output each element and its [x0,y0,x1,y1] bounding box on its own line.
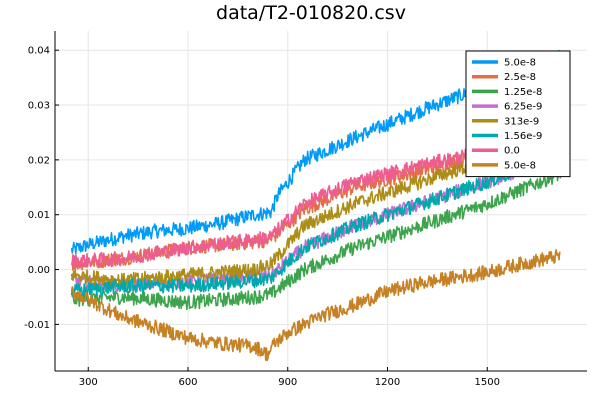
series-line [70,148,562,297]
x-tick-label: 900 [278,377,297,388]
x-tick-label: 1200 [375,377,400,388]
y-tick-label: 0.01 [28,210,50,221]
legend-label: 1.25e-8 [504,87,542,98]
chart-title: data/T2-010820.csv [216,2,406,24]
legend-label: 2.5e-8 [504,72,536,83]
series-line [71,167,562,311]
legend-label: 313e-9 [504,116,539,127]
x-tick-label: 300 [79,377,98,388]
legend-label: 0.0 [504,146,520,157]
legend-label: 6.25e-9 [504,102,542,113]
axes: 300 600 900 1200 1500 -0.01 0.00 0.01 0.02 0.03 0.… [24,31,587,388]
y-tick-label: 0.00 [28,265,50,276]
x-tick-label: 600 [178,377,197,388]
legend-label: 5.0e-8 [504,160,536,171]
legend-box [465,50,571,178]
legend: 5.0e-8 2.5e-8 1.25e-8 6.25e-9 313e-9 1.56e-9 0… [465,50,571,178]
legend-label: 1.56e-9 [504,131,542,142]
y-tick-label: 0.02 [28,155,50,166]
y-tick-label: 0.04 [28,46,50,57]
series-line [70,249,561,362]
x-tick-label: 1500 [475,377,500,388]
legend-label: 5.0e-8 [504,58,536,69]
y-tick-label: -0.01 [24,320,50,331]
y-tick-label: 0.03 [28,101,50,112]
